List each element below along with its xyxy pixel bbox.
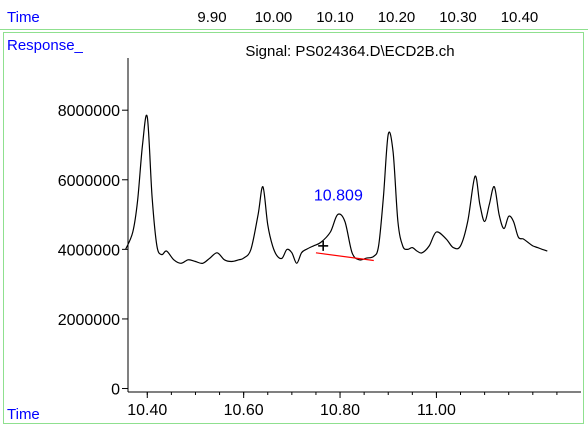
- y-tick-label: 4000000: [58, 242, 120, 259]
- x-tick-label: 10.40: [127, 402, 167, 419]
- x-tick-label: 11.00: [417, 402, 456, 419]
- top-tick-label: 10.10: [316, 9, 354, 26]
- x-axis-minor-ticks: [146, 392, 558, 395]
- cursor-marker: [318, 240, 329, 251]
- integration-baseline: [315, 252, 374, 262]
- x-tick-label: 10.60: [224, 402, 264, 419]
- y-tick-label: 2000000: [58, 312, 120, 329]
- y-tick-label: 0: [111, 382, 120, 399]
- signal-trace: [125, 114, 548, 265]
- top-time-label: Time: [7, 9, 40, 26]
- y-axis-ticks: 0 2000000 4000000 6000000 8000000: [58, 103, 128, 399]
- top-tick-label: 10.20: [378, 9, 416, 26]
- top-tick-label: 10.30: [439, 9, 477, 26]
- y-tick-label: 8000000: [58, 103, 120, 120]
- top-tick-label: 9.90: [197, 9, 226, 26]
- x-axis-ticks: 10.40 10.60 10.80 11.00: [127, 392, 456, 419]
- top-tick-label: 10.40: [501, 9, 539, 26]
- x-tick-label: 10.80: [320, 402, 360, 419]
- signal-panel: [3, 32, 584, 424]
- top-tick-label: 10.00: [255, 9, 293, 26]
- y-tick-label: 6000000: [58, 173, 120, 190]
- peak-annotations: 10.809: [314, 188, 363, 205]
- response-label: Response_: [7, 37, 84, 54]
- peak-label: 10.809: [314, 188, 363, 205]
- top-time-ruler: [0, 0, 588, 30]
- bottom-time-label: Time: [7, 406, 40, 423]
- signal-title: Signal: PS024364.D\ECD2B.ch: [245, 43, 454, 60]
- top-time-ticks: 9.90 10.00 10.10 10.20 10.30 10.40: [197, 9, 538, 26]
